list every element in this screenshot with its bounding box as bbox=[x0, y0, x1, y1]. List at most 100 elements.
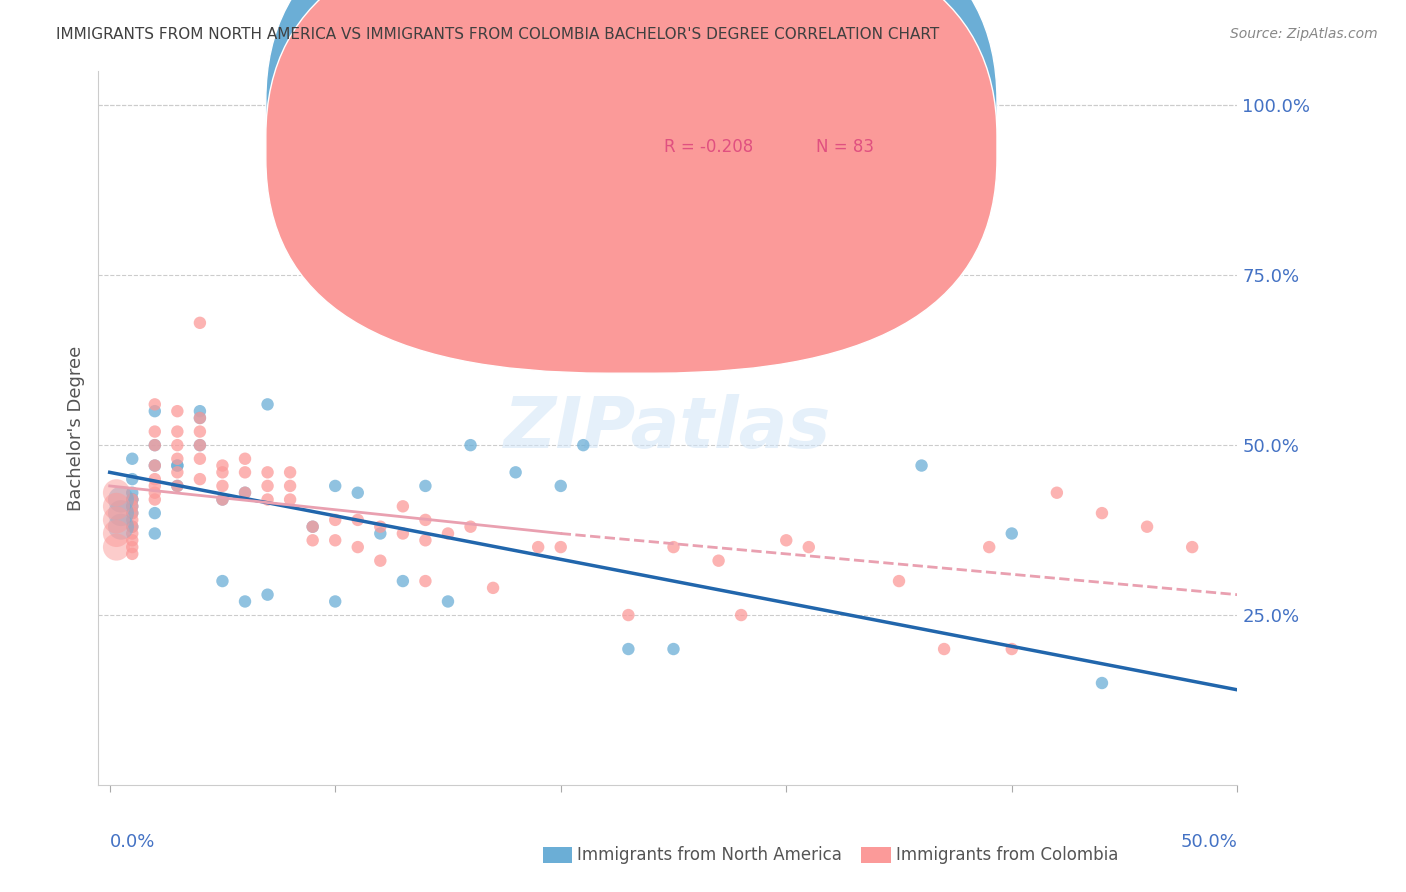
Point bbox=[323, 479, 346, 493]
Point bbox=[550, 540, 572, 554]
Point bbox=[278, 466, 301, 480]
Point bbox=[121, 492, 143, 507]
Text: N = 42: N = 42 bbox=[815, 103, 875, 120]
Point bbox=[527, 540, 550, 554]
Point bbox=[278, 492, 301, 507]
Point bbox=[662, 540, 685, 554]
Point bbox=[415, 513, 437, 527]
Point bbox=[166, 479, 188, 493]
Point bbox=[143, 485, 166, 500]
Point bbox=[323, 533, 346, 548]
Point bbox=[460, 519, 482, 533]
Point bbox=[121, 472, 143, 486]
Point bbox=[233, 485, 256, 500]
Point bbox=[166, 458, 188, 473]
Point bbox=[188, 411, 211, 425]
Point bbox=[505, 466, 527, 480]
Point bbox=[1136, 519, 1159, 533]
FancyBboxPatch shape bbox=[266, 0, 997, 337]
Point bbox=[188, 411, 211, 425]
Point bbox=[707, 554, 730, 568]
Point bbox=[1001, 642, 1024, 657]
Point bbox=[110, 492, 132, 507]
Text: R = -0.400: R = -0.400 bbox=[665, 103, 754, 120]
Point bbox=[143, 479, 166, 493]
Point bbox=[415, 574, 437, 588]
Text: Immigrants from North America: Immigrants from North America bbox=[576, 846, 842, 863]
Point bbox=[415, 479, 437, 493]
Point bbox=[188, 451, 211, 466]
Point bbox=[256, 466, 278, 480]
Point bbox=[105, 513, 128, 527]
Text: R = -0.208: R = -0.208 bbox=[665, 138, 754, 156]
Point bbox=[415, 533, 437, 548]
Point bbox=[572, 438, 595, 452]
Point bbox=[143, 438, 166, 452]
Point bbox=[110, 519, 132, 533]
Point bbox=[437, 594, 460, 608]
Point bbox=[392, 526, 415, 541]
Point bbox=[121, 526, 143, 541]
Point bbox=[143, 526, 166, 541]
Point bbox=[121, 485, 143, 500]
FancyBboxPatch shape bbox=[588, 78, 935, 182]
Point bbox=[121, 506, 143, 520]
Point bbox=[188, 316, 211, 330]
Point bbox=[166, 466, 188, 480]
Point bbox=[301, 533, 323, 548]
Point bbox=[188, 438, 211, 452]
Point bbox=[730, 608, 752, 623]
Point bbox=[166, 458, 188, 473]
Point bbox=[887, 574, 910, 588]
Point bbox=[143, 404, 166, 418]
Point bbox=[105, 540, 128, 554]
Point bbox=[323, 513, 346, 527]
Point bbox=[550, 479, 572, 493]
Point bbox=[323, 594, 346, 608]
FancyBboxPatch shape bbox=[266, 0, 997, 373]
Bar bbox=[543, 847, 572, 863]
Point bbox=[775, 533, 797, 548]
Point bbox=[143, 492, 166, 507]
Point bbox=[166, 425, 188, 439]
Point bbox=[121, 492, 143, 507]
Point bbox=[233, 466, 256, 480]
Point bbox=[797, 540, 820, 554]
Point bbox=[256, 588, 278, 602]
Y-axis label: Bachelor's Degree: Bachelor's Degree bbox=[66, 345, 84, 511]
Point bbox=[617, 642, 640, 657]
Point bbox=[121, 519, 143, 533]
Point bbox=[121, 540, 143, 554]
Point bbox=[1046, 485, 1069, 500]
Point bbox=[110, 506, 132, 520]
Point bbox=[368, 526, 391, 541]
Text: Source: ZipAtlas.com: Source: ZipAtlas.com bbox=[1230, 27, 1378, 41]
Point bbox=[105, 485, 128, 500]
Point bbox=[121, 500, 143, 514]
Point bbox=[121, 547, 143, 561]
Point bbox=[188, 404, 211, 418]
Point bbox=[233, 451, 256, 466]
Point bbox=[121, 519, 143, 533]
Point bbox=[121, 533, 143, 548]
Point bbox=[233, 594, 256, 608]
Point bbox=[211, 466, 233, 480]
Point bbox=[188, 438, 211, 452]
Point bbox=[105, 526, 128, 541]
Point bbox=[932, 642, 955, 657]
Bar bbox=[862, 847, 891, 863]
Point bbox=[437, 526, 460, 541]
Point bbox=[460, 438, 482, 452]
Point bbox=[121, 500, 143, 514]
Point bbox=[979, 540, 1001, 554]
Point bbox=[143, 458, 166, 473]
Point bbox=[1181, 540, 1204, 554]
Point bbox=[256, 479, 278, 493]
Point bbox=[301, 519, 323, 533]
Point bbox=[166, 479, 188, 493]
Point bbox=[256, 397, 278, 411]
Point bbox=[392, 500, 415, 514]
Point bbox=[211, 492, 233, 507]
Point bbox=[211, 492, 233, 507]
Text: 0.0%: 0.0% bbox=[110, 832, 155, 851]
